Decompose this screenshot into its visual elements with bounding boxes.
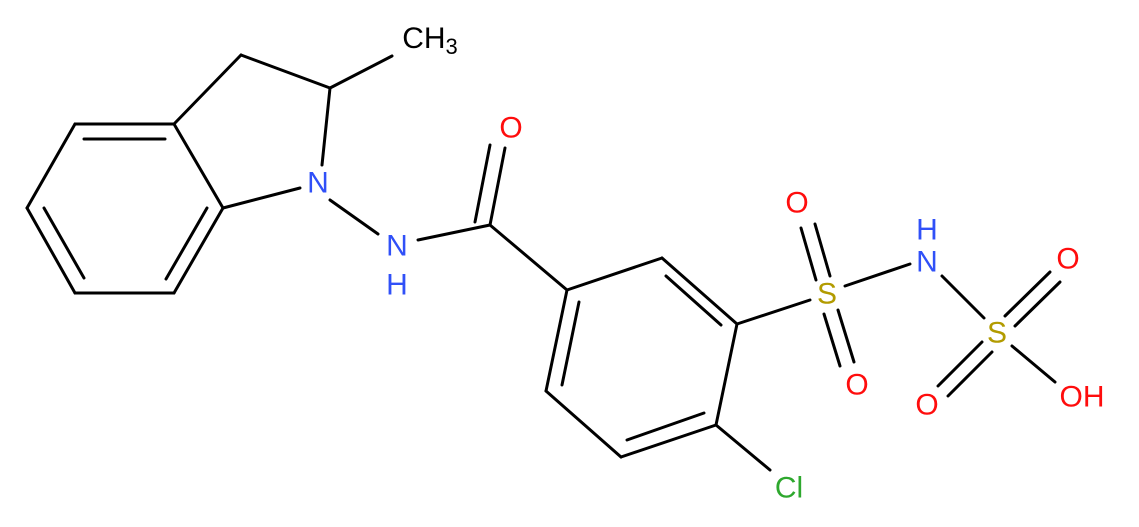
atom-label: H bbox=[386, 269, 408, 302]
atom-label: S bbox=[817, 278, 837, 311]
bonds bbox=[25, 53, 1062, 472]
atom-label: N bbox=[307, 167, 329, 200]
atom-label: O bbox=[785, 187, 808, 220]
atom-label: O bbox=[499, 112, 522, 145]
atom-label: O bbox=[845, 369, 868, 402]
atom-label: CH bbox=[402, 22, 445, 55]
atom-label: O bbox=[1056, 243, 1079, 276]
atom-label: Cl bbox=[775, 472, 803, 505]
atom-label: H bbox=[916, 214, 938, 247]
atom-label: O bbox=[915, 389, 938, 422]
atom-label: CH3 bbox=[402, 22, 458, 59]
atom-labels: CH3 N N H O O S O H N O S O OH Cl bbox=[307, 22, 1104, 505]
atom-label: N bbox=[386, 230, 408, 263]
atom-label: OH bbox=[1060, 381, 1105, 414]
atom-label: N bbox=[916, 246, 938, 279]
atom-subscript: 3 bbox=[446, 34, 458, 59]
atom-label: S bbox=[987, 317, 1007, 350]
